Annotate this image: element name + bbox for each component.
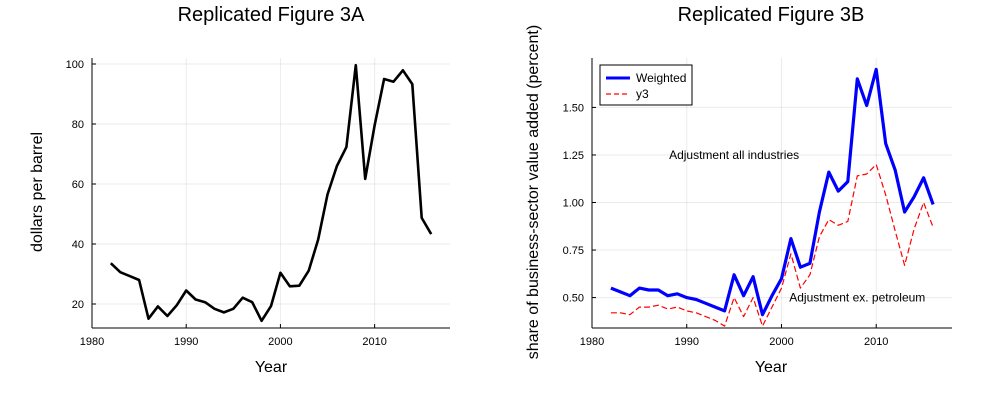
y-tick-label: 40 [72, 239, 84, 251]
series [109, 63, 433, 323]
tick-labels: 1980 1990 2000 2010 0.50 0.75 1.00 1.25 1.50 [563, 102, 889, 348]
legend-box [599, 64, 693, 106]
y-tick-label: 0.50 [563, 293, 584, 305]
x-tick-label: 2010 [864, 336, 888, 348]
annotation: Adjustment all industries [669, 148, 799, 162]
series-line-weighted [610, 67, 935, 317]
x-axis-title: Year [255, 359, 288, 376]
axes [91, 58, 450, 329]
annotations: Adjustment all industries Adjustment ex. … [669, 148, 925, 305]
chart-panel-b: Replicated Figure 3B share of business-s… [525, 4, 952, 376]
annotation: Adjustment ex. petroleum [789, 291, 925, 305]
axes [591, 58, 952, 329]
chart-title: Replicated Figure 3A [178, 4, 365, 26]
y-tick-label: 1.00 [563, 198, 584, 210]
y-tick-label: 60 [72, 179, 84, 191]
legend: Weighted y3 [599, 64, 693, 106]
y-tick-label: 80 [72, 119, 84, 131]
series [610, 67, 935, 327]
x-tick-label: 1990 [674, 336, 698, 348]
x-tick-label: 2010 [362, 336, 386, 348]
series-line-y3 [610, 163, 934, 327]
y-axis-title: dollars per barrel [29, 132, 46, 252]
y-tick-label: 100 [66, 59, 84, 71]
x-tick-label: 1990 [174, 336, 198, 348]
chart-title: Replicated Figure 3B [678, 4, 865, 26]
y-tick-label: 1.50 [563, 102, 584, 114]
y-tick-label: 0.75 [563, 245, 584, 257]
chart-panel-a: Replicated Figure 3A dollars per barrel … [29, 4, 450, 376]
x-tick-label: 2000 [268, 336, 292, 348]
y-tick-label: 1.25 [563, 150, 584, 162]
y-axis-title: share of business-sector value added (pe… [525, 25, 542, 359]
x-tick-label: 1980 [80, 336, 104, 348]
grid [91, 58, 450, 328]
x-tick-label: 1980 [580, 336, 604, 348]
legend-label-y3: y3 [636, 87, 649, 101]
series-line [109, 63, 433, 323]
y-tick-label: 20 [72, 299, 84, 311]
x-axis-title: Year [755, 359, 788, 376]
x-tick-label: 2000 [769, 336, 793, 348]
tick-labels: 1980 1990 2000 2010 20 40 60 80 100 [66, 59, 387, 348]
legend-label-weighted: Weighted [636, 71, 686, 85]
